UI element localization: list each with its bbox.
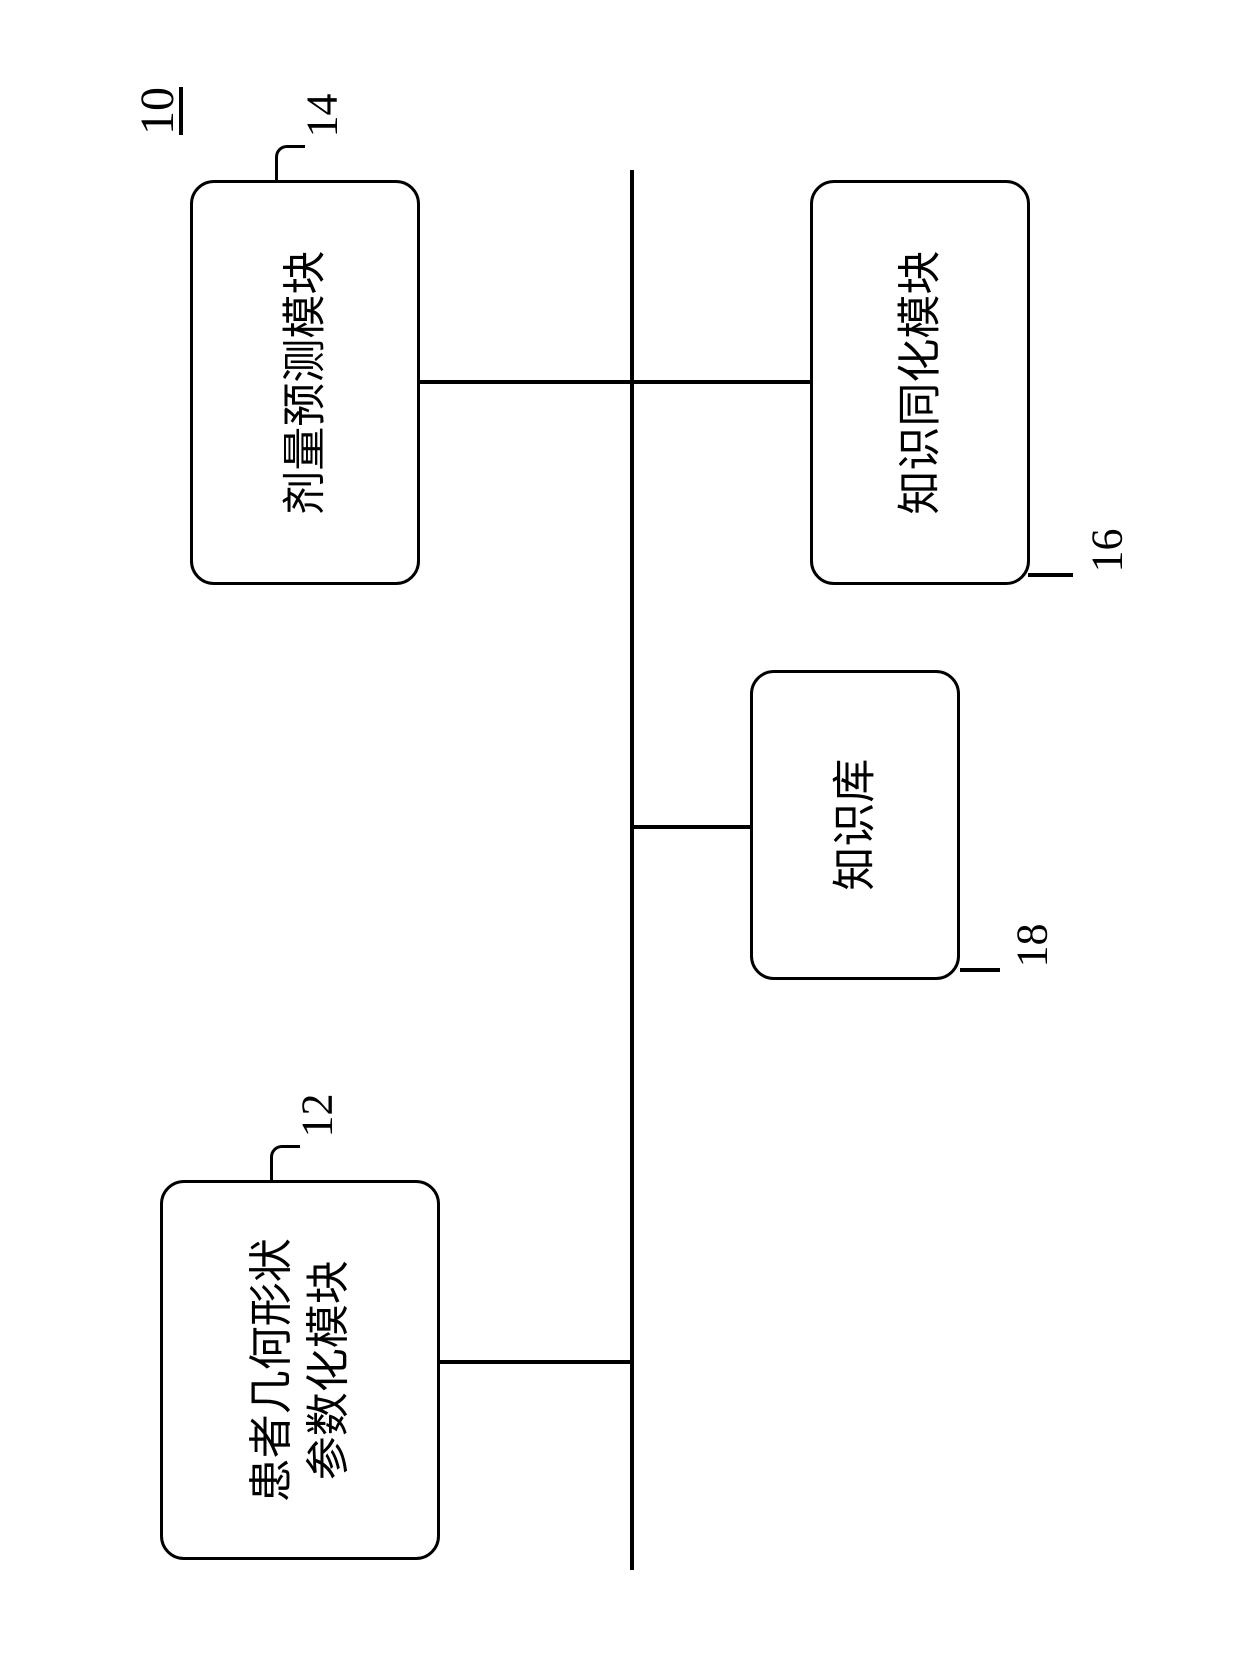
node-knowledge-assimilation: 知识同化模块 — [810, 180, 1030, 585]
connector-18-right — [960, 968, 1000, 972]
node-knowledge-base: 知识库 — [750, 670, 960, 980]
block-diagram: 10 患者几何形状 参数化模块 12 剂量预测模块 14 知识库 18 知识同化… — [50, 50, 1190, 1610]
connector-12 — [440, 1360, 632, 1364]
connector-16-right — [1028, 573, 1073, 577]
ref-label-14: 14 — [297, 94, 348, 138]
ref-label-16: 16 — [1082, 529, 1133, 573]
node-text: 剂量预测模块 — [276, 251, 333, 515]
node-dose-prediction: 剂量预测模块 — [190, 180, 420, 585]
callout-14 — [275, 145, 305, 181]
node-text: 患者几何形状 参数化模块 — [243, 1238, 357, 1502]
callout-12 — [270, 1145, 300, 1181]
node-text: 知识库 — [826, 759, 883, 891]
connector-16-left — [632, 380, 810, 384]
connector-18-left — [632, 825, 750, 829]
ref-label-18: 18 — [1007, 924, 1058, 968]
connector-14 — [420, 380, 632, 384]
node-text: 知识同化模块 — [891, 251, 948, 515]
ref-label-12: 12 — [292, 1094, 343, 1138]
node-patient-geometry: 患者几何形状 参数化模块 — [160, 1180, 440, 1560]
system-ref-label: 10 — [130, 87, 185, 135]
